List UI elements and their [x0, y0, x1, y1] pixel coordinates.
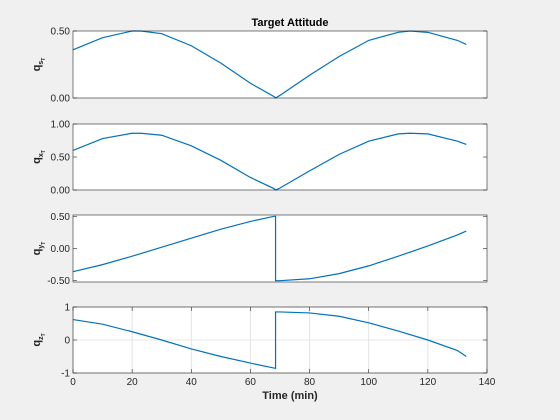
axes-4-series-line-0 — [72, 311, 467, 370]
axes-4-xtick-label-3: 60 — [245, 377, 257, 388]
axes-4-ytick-label-0: -1 — [61, 369, 70, 380]
axes-4-xtick-label-1: 20 — [127, 377, 139, 388]
axes-3-series-line-0 — [72, 215, 467, 282]
axes-3-ytick-label-2: 0.50 — [51, 212, 71, 223]
axes-2-ytick-label-2: 1.00 — [51, 120, 71, 131]
axes-4-ytick-label-2: 1 — [64, 303, 70, 314]
axes-3-ylabel: qyT — [31, 242, 47, 256]
x-axis-label: Time (min) — [262, 390, 318, 402]
axes-4-ylabel: qzT — [31, 333, 47, 346]
axes-3-background — [73, 215, 487, 282]
axes-1-ytick-label-0: 0.00 — [51, 94, 71, 105]
axes-1-ylabel: qsT — [31, 58, 47, 72]
axes-1-background — [73, 31, 487, 98]
axes-4-xtick-label-4: 80 — [304, 377, 316, 388]
axes-4-xtick-label-6: 120 — [420, 377, 437, 388]
figure-title: Target Attitude — [252, 17, 329, 29]
axes-4-xtick-label-7: 140 — [479, 377, 496, 388]
axes-3-ytick-label-1: 0.00 — [51, 244, 71, 255]
axes-2-ylabel: qxT — [31, 150, 47, 164]
axes-4-xtick-label-5: 100 — [360, 377, 377, 388]
axes-2-ytick-label-0: 0.00 — [51, 186, 71, 197]
axes-2-background — [73, 124, 487, 190]
axes-2-ytick-label-1: 0.50 — [51, 153, 71, 164]
axes-4-ytick-label-1: 0 — [64, 336, 70, 347]
axes-1-ytick-label-1: 0.50 — [51, 27, 71, 38]
axes-4-xtick-label-2: 40 — [186, 377, 198, 388]
axes-1-frame — [72, 30, 488, 99]
axes-4-xtick-label-0: 0 — [70, 377, 76, 388]
axes-layer: 0.00 0.50 qsT 0.00 0.50 1.00 qxT -0.50 0.00 0.50 q… — [31, 27, 496, 389]
axes-3-ytick-label-0: -0.50 — [47, 276, 70, 287]
